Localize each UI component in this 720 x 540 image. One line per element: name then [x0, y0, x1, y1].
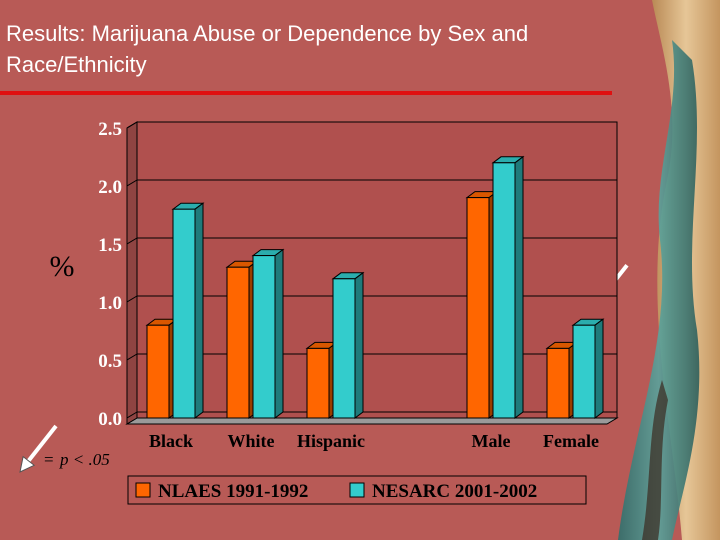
bar-front: [572, 324, 596, 419]
legend-swatch-1: [135, 482, 151, 498]
title-underline: [0, 91, 720, 95]
bar-front: [466, 197, 490, 419]
legend-swatch-2: [349, 482, 365, 498]
gridline-side: [126, 411, 138, 419]
bar-front: [492, 162, 516, 419]
bar-side: [274, 248, 284, 419]
plot-area: 0.0 0.5 1.0 1.5 2.0 2.5% Black White Hispanic Mal…: [50, 119, 619, 451]
bar-front: [546, 347, 570, 419]
x-tick-label: Male: [472, 431, 511, 451]
dark-ribbon-edge: [642, 380, 668, 540]
gridline-side: [126, 237, 138, 245]
bar-front: [146, 324, 170, 419]
x-tick-label: Hispanic: [297, 431, 365, 451]
slide-title: Results: Marijuana Abuse or Dependence b…: [6, 21, 529, 77]
y-axis-label: %: [50, 250, 75, 283]
bar-female-nesarc: [571, 318, 605, 419]
bar-side: [194, 202, 204, 419]
bar-front: [172, 208, 196, 419]
gridline-side: [126, 121, 138, 129]
bar-front: [306, 347, 330, 419]
bar-front: [332, 278, 356, 419]
y-tick-label: 2.5: [98, 119, 122, 140]
arrow-shaft: [24, 424, 58, 466]
footnote: = p < .05: [44, 450, 110, 469]
y-tick-label: 2.0: [98, 177, 122, 198]
arrow-head: [19, 455, 36, 473]
bar-hispanic-nesarc: [331, 271, 365, 419]
bar-side: [594, 318, 604, 419]
bar-side: [354, 271, 364, 419]
plot-floor: [125, 417, 619, 425]
legend: NLAES 1991-1992 NESARC 2001-2002: [127, 475, 587, 505]
x-tick-label: Black: [149, 431, 193, 451]
gridline-side: [126, 179, 138, 187]
x-tick-label: White: [228, 431, 275, 451]
y-tick-label: 1.5: [98, 235, 122, 256]
y-tick-label: 0.5: [98, 351, 122, 372]
bar-black-nesarc: [171, 202, 205, 419]
legend-label-2: NESARC 2001-2002: [372, 481, 537, 502]
gridline-side: [126, 353, 138, 361]
gridline-side: [126, 295, 138, 303]
y-tick-label: 1.0: [98, 293, 122, 314]
y-tick-label: 0.0: [98, 409, 122, 430]
footnote-arrow: [19, 424, 58, 473]
bar-male-nesarc: [491, 155, 525, 419]
legend-label-1: NLAES 1991-1992: [158, 481, 308, 502]
bar-white-nesarc: [251, 248, 285, 419]
footnote-text: p < .05: [59, 450, 110, 469]
bar-front: [252, 255, 276, 419]
footnote-equals: =: [44, 450, 54, 469]
bar-side: [514, 155, 524, 419]
x-tick-label: Female: [543, 431, 599, 451]
plot-back-wall: [136, 121, 618, 419]
teal-ribbon: [618, 40, 700, 540]
decorative-ribbon-panel: [612, 0, 720, 540]
plot-side-wall: [126, 121, 138, 425]
bar-front: [226, 266, 250, 419]
